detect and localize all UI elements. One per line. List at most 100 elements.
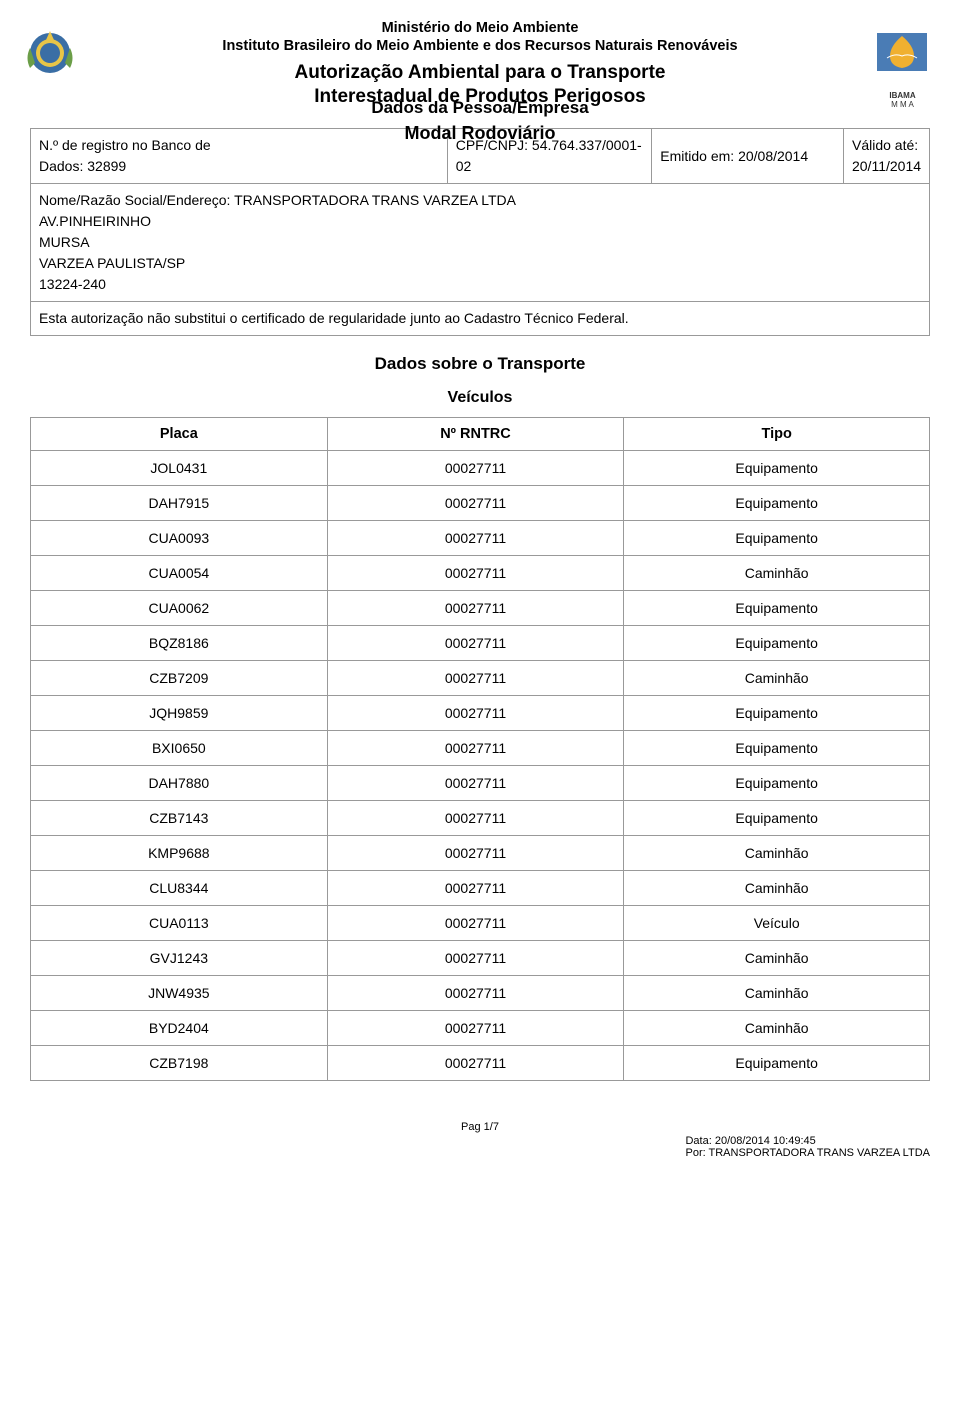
cell-rntrc: 00027711	[327, 696, 624, 731]
table-row: GVJ124300027711Caminhão	[31, 941, 930, 976]
cell-placa: CLU8344	[31, 871, 328, 906]
modal-type: Modal Rodoviário	[30, 123, 930, 144]
cell-tipo: Equipamento	[624, 1046, 930, 1081]
cell-placa: CUA0113	[31, 906, 328, 941]
cell-rntrc: 00027711	[327, 591, 624, 626]
cell-placa: CZB7198	[31, 1046, 328, 1081]
company-name: Nome/Razão Social/Endereço: TRANSPORTADO…	[39, 192, 516, 208]
cell-placa: JOL0431	[31, 451, 328, 486]
table-row: BXI065000027711Equipamento	[31, 731, 930, 766]
vehicles-subsection-title: Veículos	[30, 389, 930, 407]
cell-placa: BQZ8186	[31, 626, 328, 661]
cell-placa: GVJ1243	[31, 941, 328, 976]
table-row: BYD240400027711Caminhão	[31, 1011, 930, 1046]
cell-placa: KMP9688	[31, 836, 328, 871]
table-row: CZB714300027711Equipamento	[31, 801, 930, 836]
mma-label: M M A	[875, 100, 930, 109]
cell-rntrc: 00027711	[327, 976, 624, 1011]
cell-rntrc: 00027711	[327, 661, 624, 696]
cell-tipo: Caminhão	[624, 976, 930, 1011]
page-footer: Pag 1/7 Data: 20/08/2014 10:49:45 Por: T…	[30, 1121, 930, 1133]
col-header-rntrc: Nº RNTRC	[327, 418, 624, 451]
cell-tipo: Caminhão	[624, 556, 930, 591]
cell-tipo: Caminhão	[624, 836, 930, 871]
cell-placa: CZB7143	[31, 801, 328, 836]
cell-rntrc: 00027711	[327, 906, 624, 941]
cell-tipo: Equipamento	[624, 731, 930, 766]
cell-placa: CZB7209	[31, 661, 328, 696]
footer-author: Por: TRANSPORTADORA TRANS VARZEA LTDA	[685, 1147, 930, 1159]
cell-tipo: Equipamento	[624, 451, 930, 486]
table-row: KMP968800027711Caminhão	[31, 836, 930, 871]
cell-placa: BYD2404	[31, 1011, 328, 1046]
table-row: DAH791500027711Equipamento	[31, 486, 930, 521]
cell-tipo: Caminhão	[624, 941, 930, 976]
company-addr1: AV.PINHEIRINHO	[39, 213, 151, 229]
table-row: CUA009300027711Equipamento	[31, 521, 930, 556]
cell-tipo: Caminhão	[624, 871, 930, 906]
cell-rntrc: 00027711	[327, 941, 624, 976]
table-row: BQZ818600027711Equipamento	[31, 626, 930, 661]
cell-rntrc: 00027711	[327, 801, 624, 836]
cell-rntrc: 00027711	[327, 556, 624, 591]
table-row: CUA005400027711Caminhão	[31, 556, 930, 591]
cell-tipo: Equipamento	[624, 766, 930, 801]
auth-note-cell: Esta autorização não substitui o certifi…	[31, 302, 930, 336]
col-header-tipo: Tipo	[624, 418, 930, 451]
table-row: JOL043100027711Equipamento	[31, 451, 930, 486]
cell-tipo: Equipamento	[624, 486, 930, 521]
table-row: JQH985900027711Equipamento	[31, 696, 930, 731]
cell-rntrc: 00027711	[327, 836, 624, 871]
company-addr2: MURSA	[39, 234, 90, 250]
brazil-emblem-icon	[20, 28, 80, 83]
cell-tipo: Equipamento	[624, 591, 930, 626]
ibama-logo-icon: IBAMA M M A	[875, 28, 930, 88]
ibama-label: IBAMA	[875, 91, 930, 100]
cell-rntrc: 00027711	[327, 521, 624, 556]
table-row: CUA006200027711Equipamento	[31, 591, 930, 626]
cell-tipo: Equipamento	[624, 626, 930, 661]
cell-placa: CUA0054	[31, 556, 328, 591]
cell-tipo: Veículo	[624, 906, 930, 941]
cell-rntrc: 00027711	[327, 451, 624, 486]
header-logo-row: IBAMA M M A Ministério do Meio Ambiente …	[30, 20, 930, 80]
cell-rntrc: 00027711	[327, 731, 624, 766]
company-city: VARZEA PAULISTA/SP	[39, 255, 185, 271]
table-row: CZB719800027711Equipamento	[31, 1046, 930, 1081]
cell-rntrc: 00027711	[327, 871, 624, 906]
cell-placa: DAH7915	[31, 486, 328, 521]
table-row: JNW493500027711Caminhão	[31, 976, 930, 1011]
reg-label-2: Dados: 32899	[39, 158, 126, 174]
cell-rntrc: 00027711	[327, 1011, 624, 1046]
page-number: Pag 1/7	[30, 1121, 930, 1133]
cell-placa: CUA0093	[31, 521, 328, 556]
ministry-name: Ministério do Meio Ambiente	[30, 20, 930, 36]
cell-tipo: Caminhão	[624, 1011, 930, 1046]
cell-placa: BXI0650	[31, 731, 328, 766]
company-zip: 13224-240	[39, 276, 106, 292]
cell-tipo: Equipamento	[624, 521, 930, 556]
cell-tipo: Equipamento	[624, 801, 930, 836]
cell-rntrc: 00027711	[327, 766, 624, 801]
cell-placa: DAH7880	[31, 766, 328, 801]
cell-rntrc: 00027711	[327, 486, 624, 521]
cell-rntrc: 00027711	[327, 626, 624, 661]
cell-tipo: Caminhão	[624, 661, 930, 696]
doc-title-2: Interestadual de Produtos Perigosos	[30, 86, 930, 108]
cell-tipo: Equipamento	[624, 696, 930, 731]
company-info-table: N.º de registro no Banco de Dados: 32899…	[30, 128, 930, 336]
footer-meta: Data: 20/08/2014 10:49:45 Por: TRANSPORT…	[685, 1135, 930, 1159]
name-address-cell: Nome/Razão Social/Endereço: TRANSPORTADO…	[31, 184, 930, 302]
cell-rntrc: 00027711	[327, 1046, 624, 1081]
institute-name: Instituto Brasileiro do Meio Ambiente e …	[30, 38, 930, 54]
cell-placa: CUA0062	[31, 591, 328, 626]
cell-placa: JNW4935	[31, 976, 328, 1011]
table-row: CZB720900027711Caminhão	[31, 661, 930, 696]
cell-placa: JQH9859	[31, 696, 328, 731]
table-row: CLU834400027711Caminhão	[31, 871, 930, 906]
table-row: DAH788000027711Equipamento	[31, 766, 930, 801]
table-row: CUA011300027711Veículo	[31, 906, 930, 941]
col-header-placa: Placa	[31, 418, 328, 451]
doc-title-1: Autorização Ambiental para o Transporte	[30, 62, 930, 84]
transport-section-title: Dados sobre o Transporte	[30, 354, 930, 374]
